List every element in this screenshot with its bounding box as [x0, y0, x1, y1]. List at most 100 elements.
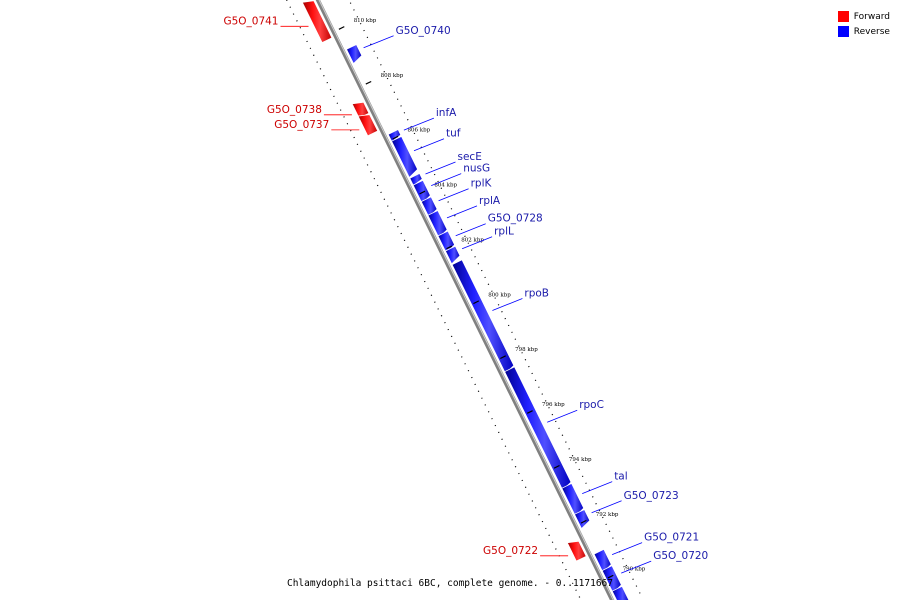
minor-tick-inner — [403, 112, 406, 114]
gene-label[interactable]: tal — [614, 471, 627, 483]
gene-label-leader — [461, 236, 493, 250]
kbp-tick-label: 800 kbp — [488, 292, 511, 298]
minor-tick-outer — [363, 157, 365, 159]
gene-feature[interactable] — [345, 43, 363, 65]
gene-feature[interactable] — [451, 259, 515, 375]
gene-feature[interactable] — [593, 548, 612, 574]
minor-tick-inner — [639, 592, 641, 594]
minor-tick-outer — [487, 411, 490, 413]
minor-tick-outer — [565, 568, 567, 571]
gene-label[interactable]: G5O_0740 — [396, 25, 451, 37]
minor-tick-inner — [544, 400, 547, 402]
minor-tick-inner — [420, 146, 423, 148]
minor-tick-inner — [605, 523, 607, 526]
minor-tick-inner — [356, 16, 359, 18]
minor-tick-outer — [504, 445, 507, 447]
minor-tick-inner — [447, 201, 449, 203]
minor-tick-outer — [568, 575, 571, 578]
gene-feature[interactable] — [601, 565, 622, 594]
minor-tick-outer — [524, 486, 527, 488]
gene-feature[interactable] — [611, 585, 630, 600]
minor-tick-outer — [336, 102, 339, 104]
minor-tick-inner — [558, 427, 560, 430]
gene-feature[interactable] — [561, 482, 585, 517]
gene-label[interactable]: rpoC — [579, 399, 604, 411]
gene-feature[interactable] — [566, 540, 587, 562]
minor-tick-outer — [464, 363, 466, 365]
gene-feature[interactable] — [387, 128, 402, 143]
minor-tick-inner — [635, 585, 638, 587]
minor-tick-outer — [528, 493, 530, 495]
kbp-tick — [500, 355, 506, 360]
kbp-tick — [580, 519, 587, 524]
gene-feature[interactable] — [504, 366, 572, 491]
gene-feature[interactable] — [409, 172, 423, 187]
minor-tick-inner — [554, 420, 557, 423]
gene-label[interactable]: rplA — [479, 195, 501, 207]
minor-tick-inner — [349, 2, 352, 4]
gene-label[interactable]: G5O_0737 — [274, 119, 329, 131]
legend-label-reverse: Reverse — [853, 26, 890, 37]
gene-feature[interactable] — [301, 0, 333, 44]
minor-tick-inner — [433, 173, 436, 176]
gene-feature[interactable] — [444, 245, 461, 265]
gene-feature[interactable] — [357, 114, 379, 137]
minor-tick-inner — [501, 311, 503, 313]
minor-tick-inner — [585, 482, 587, 484]
kbp-tick-label: 806 kbp — [408, 128, 431, 134]
minor-tick-inner — [400, 105, 402, 107]
kbp-tick-label: 796 kbp — [542, 402, 565, 408]
minor-tick-inner — [406, 118, 409, 121]
gene-label[interactable]: tuf — [446, 128, 461, 140]
gene-label[interactable]: G5O_0741 — [223, 15, 278, 27]
gene-label[interactable]: G5O_0722 — [483, 545, 538, 557]
kbp-tick-label: 794 kbp — [569, 457, 592, 463]
minor-tick-inner — [450, 208, 453, 210]
gene-label[interactable]: G5O_0720 — [653, 550, 708, 562]
minor-tick-outer — [319, 68, 322, 70]
gene-label[interactable]: nusG — [463, 163, 490, 175]
minor-tick-outer — [460, 356, 463, 358]
minor-tick-outer — [508, 452, 510, 454]
minor-tick-outer — [326, 81, 329, 84]
minor-tick-outer — [575, 589, 577, 591]
gene-label[interactable]: rpoB — [524, 288, 549, 300]
minor-tick-outer — [286, 0, 288, 2]
minor-tick-inner — [541, 393, 544, 395]
kbp-tick-label: 810 kbp — [354, 18, 377, 24]
minor-tick-outer — [410, 253, 413, 255]
minor-tick-inner — [628, 571, 631, 574]
minor-tick-inner — [581, 475, 584, 478]
gene-label[interactable]: G5O_0738 — [267, 104, 322, 116]
minor-tick-outer — [407, 246, 409, 248]
gene-feature[interactable] — [420, 196, 438, 218]
minor-tick-inner — [578, 468, 581, 471]
gene-label[interactable]: G5O_0723 — [624, 490, 679, 502]
gene-feature[interactable] — [573, 508, 591, 530]
kbp-tick — [338, 26, 345, 30]
gene-label[interactable]: rplK — [471, 178, 493, 190]
minor-tick-inner — [534, 379, 537, 382]
gene-label[interactable]: secE — [458, 151, 482, 163]
minor-tick-inner — [430, 166, 433, 169]
kbp-tick — [365, 80, 372, 85]
gene-label-leader — [363, 35, 394, 49]
minor-tick-inner — [474, 256, 476, 258]
gene-label[interactable]: infA — [436, 107, 457, 119]
minor-tick-outer — [420, 273, 423, 276]
gene-label[interactable]: G5O_0728 — [488, 213, 543, 225]
gene-feature[interactable] — [391, 135, 419, 179]
gene-feature[interactable] — [427, 209, 448, 239]
minor-tick-inner — [443, 194, 446, 196]
gene-feature[interactable] — [412, 179, 431, 205]
gene-label[interactable]: rplL — [494, 226, 514, 238]
minor-tick-inner — [524, 359, 527, 361]
gene-label-leader — [446, 205, 478, 219]
minor-tick-inner — [494, 297, 496, 299]
kbp-tick — [446, 245, 453, 250]
minor-tick-outer — [309, 47, 312, 50]
minor-tick-outer — [555, 548, 557, 550]
minor-tick-outer — [302, 33, 305, 36]
gene-layer — [301, 0, 630, 600]
gene-label[interactable]: G5O_0721 — [644, 532, 699, 544]
